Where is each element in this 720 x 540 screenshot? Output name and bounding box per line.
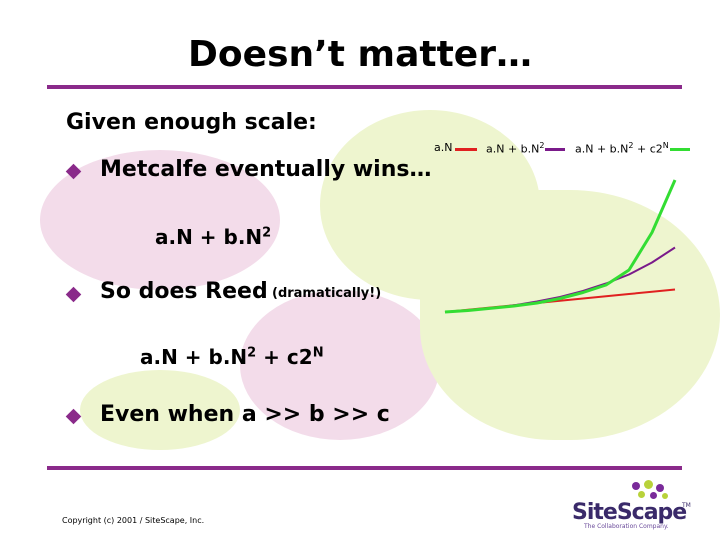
background-blob-green-2 bbox=[80, 370, 240, 450]
background-blob-pink-2 bbox=[240, 290, 440, 440]
logo-trademark: TM bbox=[682, 502, 691, 509]
logo-tagline: The Collaboration Company. bbox=[584, 523, 669, 530]
formula-reed-exponent-2: N bbox=[312, 345, 324, 361]
formula-reed-base: a.N + b.N bbox=[140, 345, 248, 369]
legend-label-2: a.N + b.N2 bbox=[486, 141, 545, 156]
bullet-diamond-icon bbox=[65, 286, 82, 303]
logo-dot bbox=[656, 484, 664, 492]
logo-dot bbox=[644, 480, 653, 489]
legend-label-3: a.N + b.N2 + c2N bbox=[575, 141, 669, 156]
logo-dot bbox=[662, 493, 668, 499]
legend-label-1: a.N bbox=[434, 141, 453, 154]
logo-dot bbox=[632, 482, 640, 490]
formula-reed-mid: + c2 bbox=[256, 345, 313, 369]
bullet-2-aside: (dramatically!) bbox=[272, 286, 382, 301]
formula-metcalfe: a.N + b.N2 bbox=[155, 225, 271, 249]
formula-metcalfe-exponent: 2 bbox=[262, 225, 272, 241]
series-line-2 bbox=[444, 246, 676, 313]
bullet-diamond-icon bbox=[65, 408, 82, 425]
bullet-1-text: Metcalfe eventually wins… bbox=[100, 157, 432, 182]
formula-metcalfe-base: a.N + b.N bbox=[155, 225, 263, 249]
legend-swatch-3 bbox=[670, 148, 690, 151]
logo-dot bbox=[638, 491, 645, 498]
bullet-2-text: So does Reed bbox=[100, 279, 268, 304]
legend-swatch-1 bbox=[455, 148, 477, 151]
formula-reed-exponent-1: 2 bbox=[247, 345, 257, 361]
copyright-text: Copyright (c) 2001 / SiteScape, Inc. bbox=[62, 516, 205, 525]
intro-text: Given enough scale: bbox=[66, 110, 317, 135]
background-blob-pink-1 bbox=[40, 150, 280, 290]
title-divider bbox=[47, 85, 682, 89]
bullet-3-text: Even when a >> b >> c bbox=[100, 402, 390, 427]
sitescape-logo: SiteScape TM The Collaboration Company. bbox=[570, 478, 700, 534]
logo-wordmark: SiteScape bbox=[572, 500, 687, 525]
page-title: Doesn’t matter… bbox=[188, 34, 532, 75]
logo-dot bbox=[650, 492, 657, 499]
legend-swatch-2 bbox=[545, 148, 565, 151]
formula-reed: a.N + b.N2 + c2N bbox=[140, 345, 324, 369]
background-blob-green-3 bbox=[420, 190, 720, 440]
footer-divider bbox=[47, 466, 682, 470]
growth-chart bbox=[444, 179, 677, 314]
series-line-3 bbox=[444, 179, 677, 314]
